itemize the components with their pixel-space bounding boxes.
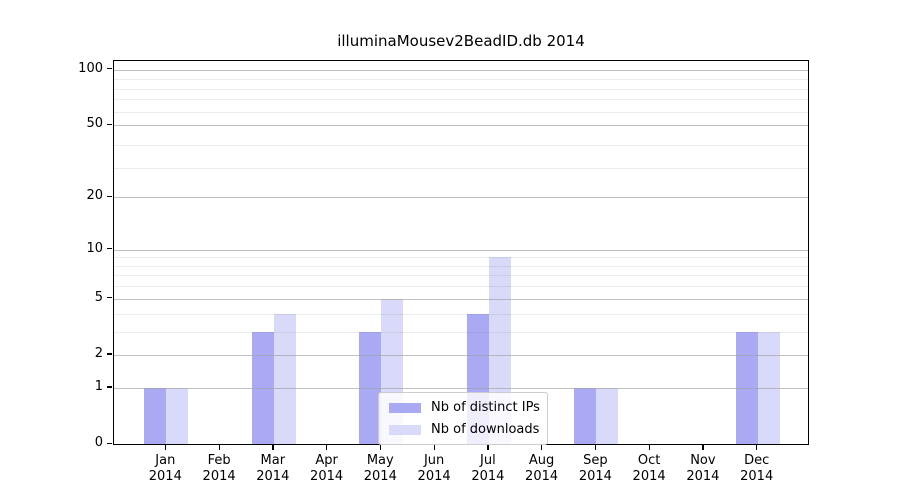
y-tick-mark <box>107 353 112 355</box>
gridline-major <box>114 69 808 71</box>
gridline-minor <box>114 313 808 315</box>
legend-label-downloads: Nb of downloads <box>431 422 540 437</box>
y-tick-label: 20 <box>86 188 103 204</box>
gridline-minor <box>114 168 808 170</box>
chart-title: illuminaMousev2BeadID.db 2014 <box>337 32 585 50</box>
y-tick-label: 10 <box>86 240 103 256</box>
gridline-major <box>114 298 808 300</box>
y-tick-mark <box>107 442 112 444</box>
legend-label-distinct-ips: Nb of distinct IPs <box>431 400 540 415</box>
x-tick-label: Nov 2014 <box>686 453 720 484</box>
y-tick-mark <box>107 248 112 250</box>
y-tick-mark <box>107 123 112 125</box>
gridline-minor <box>114 286 808 288</box>
gridline-minor <box>114 265 808 267</box>
x-tick-mark <box>164 445 167 450</box>
plot-area: Nb of distinct IPs Nb of downloads <box>113 60 809 445</box>
grid-layer <box>114 61 808 444</box>
legend: Nb of distinct IPs Nb of downloads <box>378 392 548 445</box>
x-tick-mark <box>272 445 274 450</box>
x-tick-mark <box>756 445 758 450</box>
bar-distinct-ips <box>574 387 597 444</box>
x-tick-mark <box>326 445 328 450</box>
x-tick-mark <box>648 445 650 450</box>
y-tick-mark <box>107 297 112 299</box>
y-tick-label: 2 <box>94 345 103 361</box>
y-tick-label: 100 <box>78 60 103 76</box>
gridline-minor <box>114 275 808 277</box>
x-tick-mark <box>541 445 543 450</box>
x-tick-mark <box>702 445 704 450</box>
x-tick-label: Jan 2014 <box>148 453 182 484</box>
gridline-major <box>114 354 808 356</box>
gridline-major <box>114 249 808 251</box>
legend-swatch-downloads <box>389 424 421 435</box>
legend-swatch-distinct-ips <box>389 402 421 413</box>
x-tick-label: Feb 2014 <box>202 453 236 484</box>
bar-downloads <box>596 387 619 444</box>
x-tick-label: Aug 2014 <box>525 453 559 484</box>
y-tick-label: 50 <box>86 116 103 132</box>
y-tick-mark <box>107 68 112 70</box>
x-tick-label: Oct 2014 <box>632 453 666 484</box>
y-tick-label: 1 <box>94 378 103 394</box>
x-tick-label: Mar 2014 <box>256 453 290 484</box>
bar-downloads <box>166 387 189 444</box>
legend-item-distinct-ips: Nb of distinct IPs <box>389 399 540 416</box>
y-tick-mark <box>107 386 112 388</box>
x-tick-label: May 2014 <box>363 453 397 484</box>
y-tick-mark <box>107 195 112 197</box>
x-tick-mark <box>487 445 489 450</box>
x-tick-label: Jul 2014 <box>471 453 505 484</box>
gridline-major <box>114 125 808 127</box>
gridline-major <box>114 197 808 199</box>
x-tick-mark <box>218 445 220 450</box>
gridline-major <box>114 387 808 389</box>
x-tick-mark <box>379 445 382 450</box>
gridline-minor <box>114 111 808 113</box>
x-tick-label: Sep 2014 <box>578 453 612 484</box>
gridline-minor <box>114 88 808 90</box>
x-tick-label: Dec 2014 <box>740 453 774 484</box>
x-tick-mark <box>433 445 435 450</box>
gridline-minor <box>114 79 808 80</box>
gridline-minor <box>114 99 808 101</box>
bar-distinct-ips <box>144 387 167 444</box>
gridline-minor <box>114 257 808 259</box>
x-tick-label: Apr 2014 <box>310 453 344 484</box>
y-tick-label: 5 <box>94 289 103 305</box>
legend-item-downloads: Nb of downloads <box>389 421 539 438</box>
gridline-minor <box>114 144 808 146</box>
x-tick-label: Jun 2014 <box>417 453 451 484</box>
y-tick-label: 0 <box>94 435 103 450</box>
x-tick-mark <box>594 445 597 450</box>
bar-downloads <box>273 313 296 444</box>
gridline-minor <box>114 331 808 333</box>
